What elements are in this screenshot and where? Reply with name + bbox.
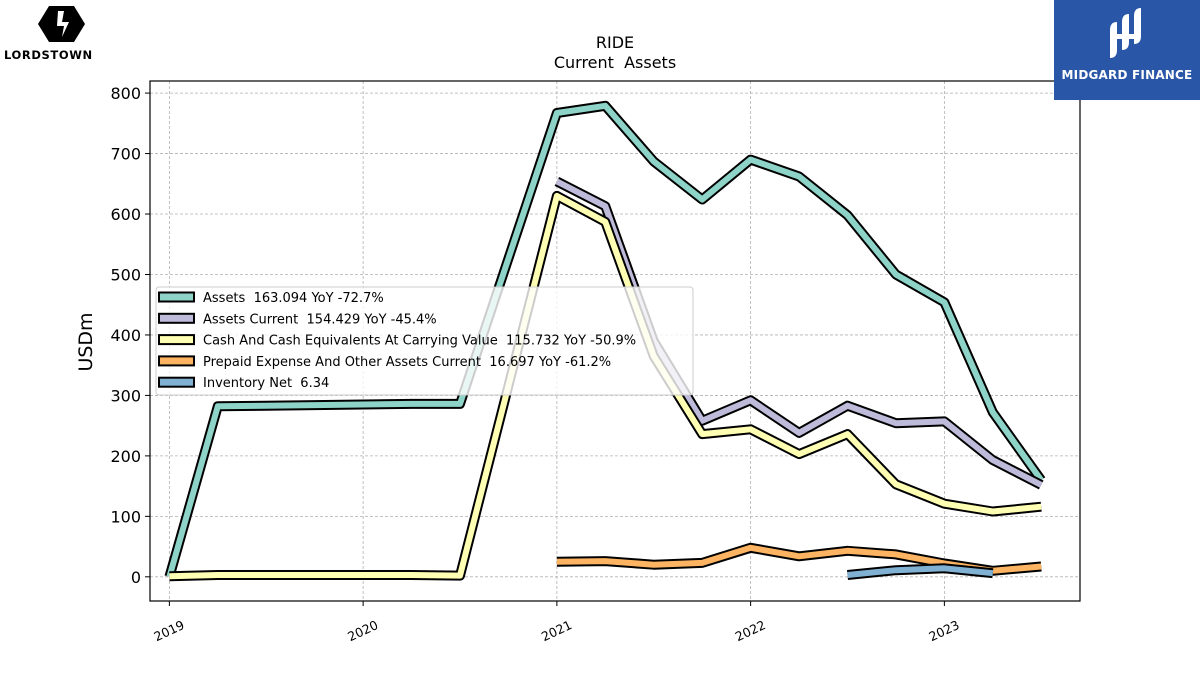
y-tick-label: 700 bbox=[110, 145, 141, 164]
y-tick-label: 200 bbox=[110, 447, 141, 466]
legend-label: Assets 163.094 YoY -72.7% bbox=[203, 291, 384, 306]
x-tick-label: 2021 bbox=[539, 617, 574, 644]
lordstown-logo: LORDSTOWN bbox=[0, 0, 125, 70]
y-tick-label: 800 bbox=[110, 84, 141, 103]
y-tick-label: 100 bbox=[110, 507, 141, 526]
x-axis: 2019 2020 2021 2022 2023 bbox=[151, 601, 962, 644]
legend-label: Assets Current 154.429 YoY -45.4% bbox=[203, 312, 437, 327]
series-line bbox=[166, 102, 1044, 578]
y-tick-label: 400 bbox=[110, 326, 141, 345]
midgard-finance-logo: MIDGARD FINANCE bbox=[1054, 0, 1200, 100]
x-tick-label: 2019 bbox=[151, 617, 186, 644]
legend-swatch bbox=[158, 355, 195, 367]
x-tick-label: 2023 bbox=[926, 617, 961, 644]
y-axis: 0 100 200 300 400 500 600 700 800 bbox=[110, 84, 150, 587]
midgard-wordmark: MIDGARD FINANCE bbox=[1061, 68, 1193, 82]
series-line bbox=[847, 565, 994, 578]
legend: Assets 163.094 YoY -72.7% Assets Current … bbox=[155, 286, 694, 396]
y-tick-label: 0 bbox=[131, 568, 141, 587]
legend-box bbox=[155, 286, 694, 396]
legend-swatch bbox=[158, 334, 195, 346]
y-tick-label: 600 bbox=[110, 205, 141, 224]
legend-label: Prepaid Expense And Other Assets Current… bbox=[203, 355, 611, 370]
midgard-emblem-icon bbox=[1110, 8, 1141, 58]
lordstown-wordmark: LORDSTOWN bbox=[4, 48, 93, 62]
x-tick-label: 2022 bbox=[733, 617, 768, 644]
legend-swatch bbox=[158, 376, 195, 388]
y-tick-label: 500 bbox=[110, 265, 141, 284]
plot-frame bbox=[149, 80, 1081, 602]
chart-subtitle: Current Assets bbox=[554, 53, 676, 72]
x-tick-label: 2020 bbox=[345, 617, 380, 644]
lordstown-emblem-icon bbox=[38, 6, 85, 42]
legend-swatch bbox=[158, 312, 195, 324]
y-axis-label: USDm bbox=[75, 312, 97, 371]
legend-label: Inventory Net 6.34 bbox=[203, 376, 329, 391]
y-tick-label: 300 bbox=[110, 386, 141, 405]
legend-swatch bbox=[158, 291, 195, 303]
chart-title: RIDE bbox=[596, 33, 634, 52]
series-layer bbox=[164, 100, 1046, 582]
legend-label: Cash And Cash Equivalents At Carrying Va… bbox=[203, 334, 636, 349]
